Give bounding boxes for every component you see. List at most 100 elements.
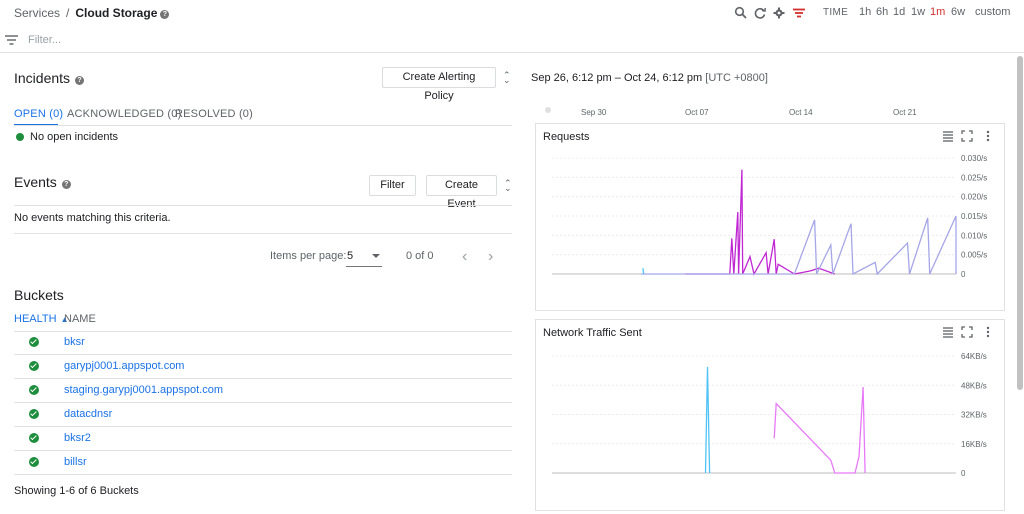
fullscreen-icon[interactable] <box>961 326 973 341</box>
requests-chart: 0.030/s 0.025/s 0.020/s 0.015/s 0.010/s 0.005… <box>552 154 987 279</box>
table-row: billsr <box>14 451 512 475</box>
bucket-name-link[interactable]: billsr <box>64 456 87 468</box>
search-icon[interactable] <box>734 6 748 20</box>
sort-asc-icon: ▲ <box>60 315 69 324</box>
buckets-header-divider <box>14 331 512 332</box>
range-1h[interactable]: 1h <box>859 6 872 18</box>
more-options-icon[interactable] <box>986 326 990 341</box>
events-title: Events <box>14 174 57 190</box>
status-ok-icon <box>16 133 24 141</box>
chevron-down-icon <box>372 254 380 258</box>
table-row: datacdnsr <box>14 403 512 427</box>
time-range-display: Sep 26, 6:12 pm – Oct 24, 6:12 pm [UTC +… <box>531 72 768 84</box>
bucket-name-link[interactable]: bksr <box>64 336 85 348</box>
tab-resolved[interactable]: RESOLVED (0) <box>175 108 253 120</box>
network-traffic-chart: 64KB/s 48KB/s 32KB/s 16KB/s 0 <box>552 352 987 478</box>
table-row: bksr2 <box>14 427 512 451</box>
series-line-0 <box>704 366 711 474</box>
next-page-icon[interactable]: › <box>488 248 494 265</box>
series-line-1 <box>773 387 866 474</box>
timeline-tick: Oct 21 <box>893 108 917 117</box>
bucket-name-link[interactable]: staging.garypj0001.appspot.com <box>64 384 223 396</box>
column-health-label: HEALTH <box>14 313 57 325</box>
breadcrumb: Services / Cloud Storage? <box>14 6 170 20</box>
y-tick-label: 0.010/s <box>961 231 987 240</box>
health-ok-icon <box>29 385 39 395</box>
buckets-title: Buckets <box>14 287 64 303</box>
range-1w[interactable]: 1w <box>911 6 926 18</box>
y-tick-label: 0.015/s <box>961 212 987 221</box>
time-range-text: Sep 26, 6:12 pm – Oct 24, 6:12 pm <box>531 72 703 84</box>
table-row: staging.garypj0001.appspot.com <box>14 379 512 403</box>
filter-input[interactable] <box>28 32 428 48</box>
fullscreen-icon[interactable] <box>961 130 973 145</box>
y-tick-label: 48KB/s <box>961 381 987 390</box>
page-range-text: 0 of 0 <box>406 250 434 262</box>
help-icon[interactable]: ? <box>160 10 170 19</box>
range-1d[interactable]: 1d <box>893 6 906 18</box>
series-line-2 <box>642 268 645 275</box>
tab-open[interactable]: OPEN (0) <box>14 108 64 120</box>
breadcrumb-services[interactable]: Services <box>14 6 61 20</box>
create-alerting-policy-button[interactable]: Create Alerting Policy <box>382 67 496 102</box>
y-tick-label: 64KB/s <box>961 352 987 361</box>
range-6w[interactable]: 6w <box>951 6 966 18</box>
scrollbar-thumb[interactable] <box>1017 56 1023 390</box>
bucket-name-link[interactable]: garypj0001.appspot.com <box>64 360 185 372</box>
bucket-name-link[interactable]: bksr2 <box>64 432 91 444</box>
series-line-1 <box>640 215 957 276</box>
gear-icon[interactable] <box>772 6 786 20</box>
filter-list-icon[interactable] <box>792 6 806 20</box>
collapse-events-icon[interactable]: ⌃ ⌄ <box>504 178 512 193</box>
events-help-icon[interactable]: ? <box>61 180 71 189</box>
requests-chart-title: Requests <box>543 131 590 143</box>
time-label: TIME <box>823 7 849 18</box>
column-header-health[interactable]: HEALTH ▲ <box>14 313 69 325</box>
tab-acknowledged[interactable]: ACKNOWLEDGED (0) <box>67 108 182 120</box>
y-tick-label: 0 <box>961 270 966 279</box>
health-ok-icon <box>29 337 39 347</box>
health-ok-icon <box>29 457 39 467</box>
table-row: bksr <box>14 331 512 355</box>
timeline-tick: Oct 07 <box>685 108 709 117</box>
y-tick-label: 0.030/s <box>961 154 987 163</box>
events-divider-top <box>14 205 512 206</box>
column-header-name[interactable]: NAME <box>64 313 96 325</box>
series-line-0 <box>685 169 836 276</box>
time-zone-text: [UTC +0800] <box>705 72 768 84</box>
incidents-tabs-divider <box>14 125 512 126</box>
y-tick-label: 0.020/s <box>961 193 987 202</box>
incidents-title: Incidents <box>14 70 71 86</box>
timeline[interactable] <box>535 100 1005 118</box>
events-heading: Events? <box>14 174 71 190</box>
events-filter-button[interactable]: Filter <box>369 175 416 196</box>
range-custom[interactable]: custom <box>975 6 1011 18</box>
items-per-page-value: 5 <box>347 250 354 262</box>
requests-chart-card: Requests 0.030/s 0.025/s 0.020/s 0.015/s 0.0… <box>535 123 1005 311</box>
more-options-icon[interactable] <box>986 130 990 145</box>
create-event-button[interactable]: Create Event <box>426 175 497 210</box>
timeline-handle[interactable] <box>545 107 551 113</box>
prev-page-icon[interactable]: ‹ <box>462 248 468 265</box>
filter-lines-icon[interactable] <box>5 34 19 46</box>
incidents-help-icon[interactable]: ? <box>75 76 85 85</box>
timeline-tick: Sep 30 <box>581 108 607 117</box>
collapse-incidents-icon[interactable]: ⌃ ⌄ <box>503 70 511 85</box>
timeline-tick: Oct 14 <box>789 108 813 117</box>
bucket-name-link[interactable]: datacdnsr <box>64 408 113 420</box>
legend-toggle-icon[interactable] <box>942 130 954 145</box>
legend-toggle-icon[interactable] <box>942 326 954 341</box>
items-per-page-select[interactable]: 5 <box>346 247 382 267</box>
health-ok-icon <box>29 361 39 371</box>
network-chart-title: Network Traffic Sent <box>543 327 642 339</box>
range-6h[interactable]: 6h <box>876 6 889 18</box>
table-row: garypj0001.appspot.com <box>14 355 512 379</box>
filter-bar <box>0 27 1024 53</box>
range-1m[interactable]: 1m <box>930 6 946 18</box>
y-tick-label: 0.005/s <box>961 251 987 260</box>
health-ok-icon <box>29 409 39 419</box>
y-tick-label: 32KB/s <box>961 411 987 420</box>
incidents-heading: Incidents? <box>14 70 85 86</box>
no-events-text: No events matching this criteria. <box>14 212 171 224</box>
refresh-icon[interactable] <box>753 6 767 20</box>
